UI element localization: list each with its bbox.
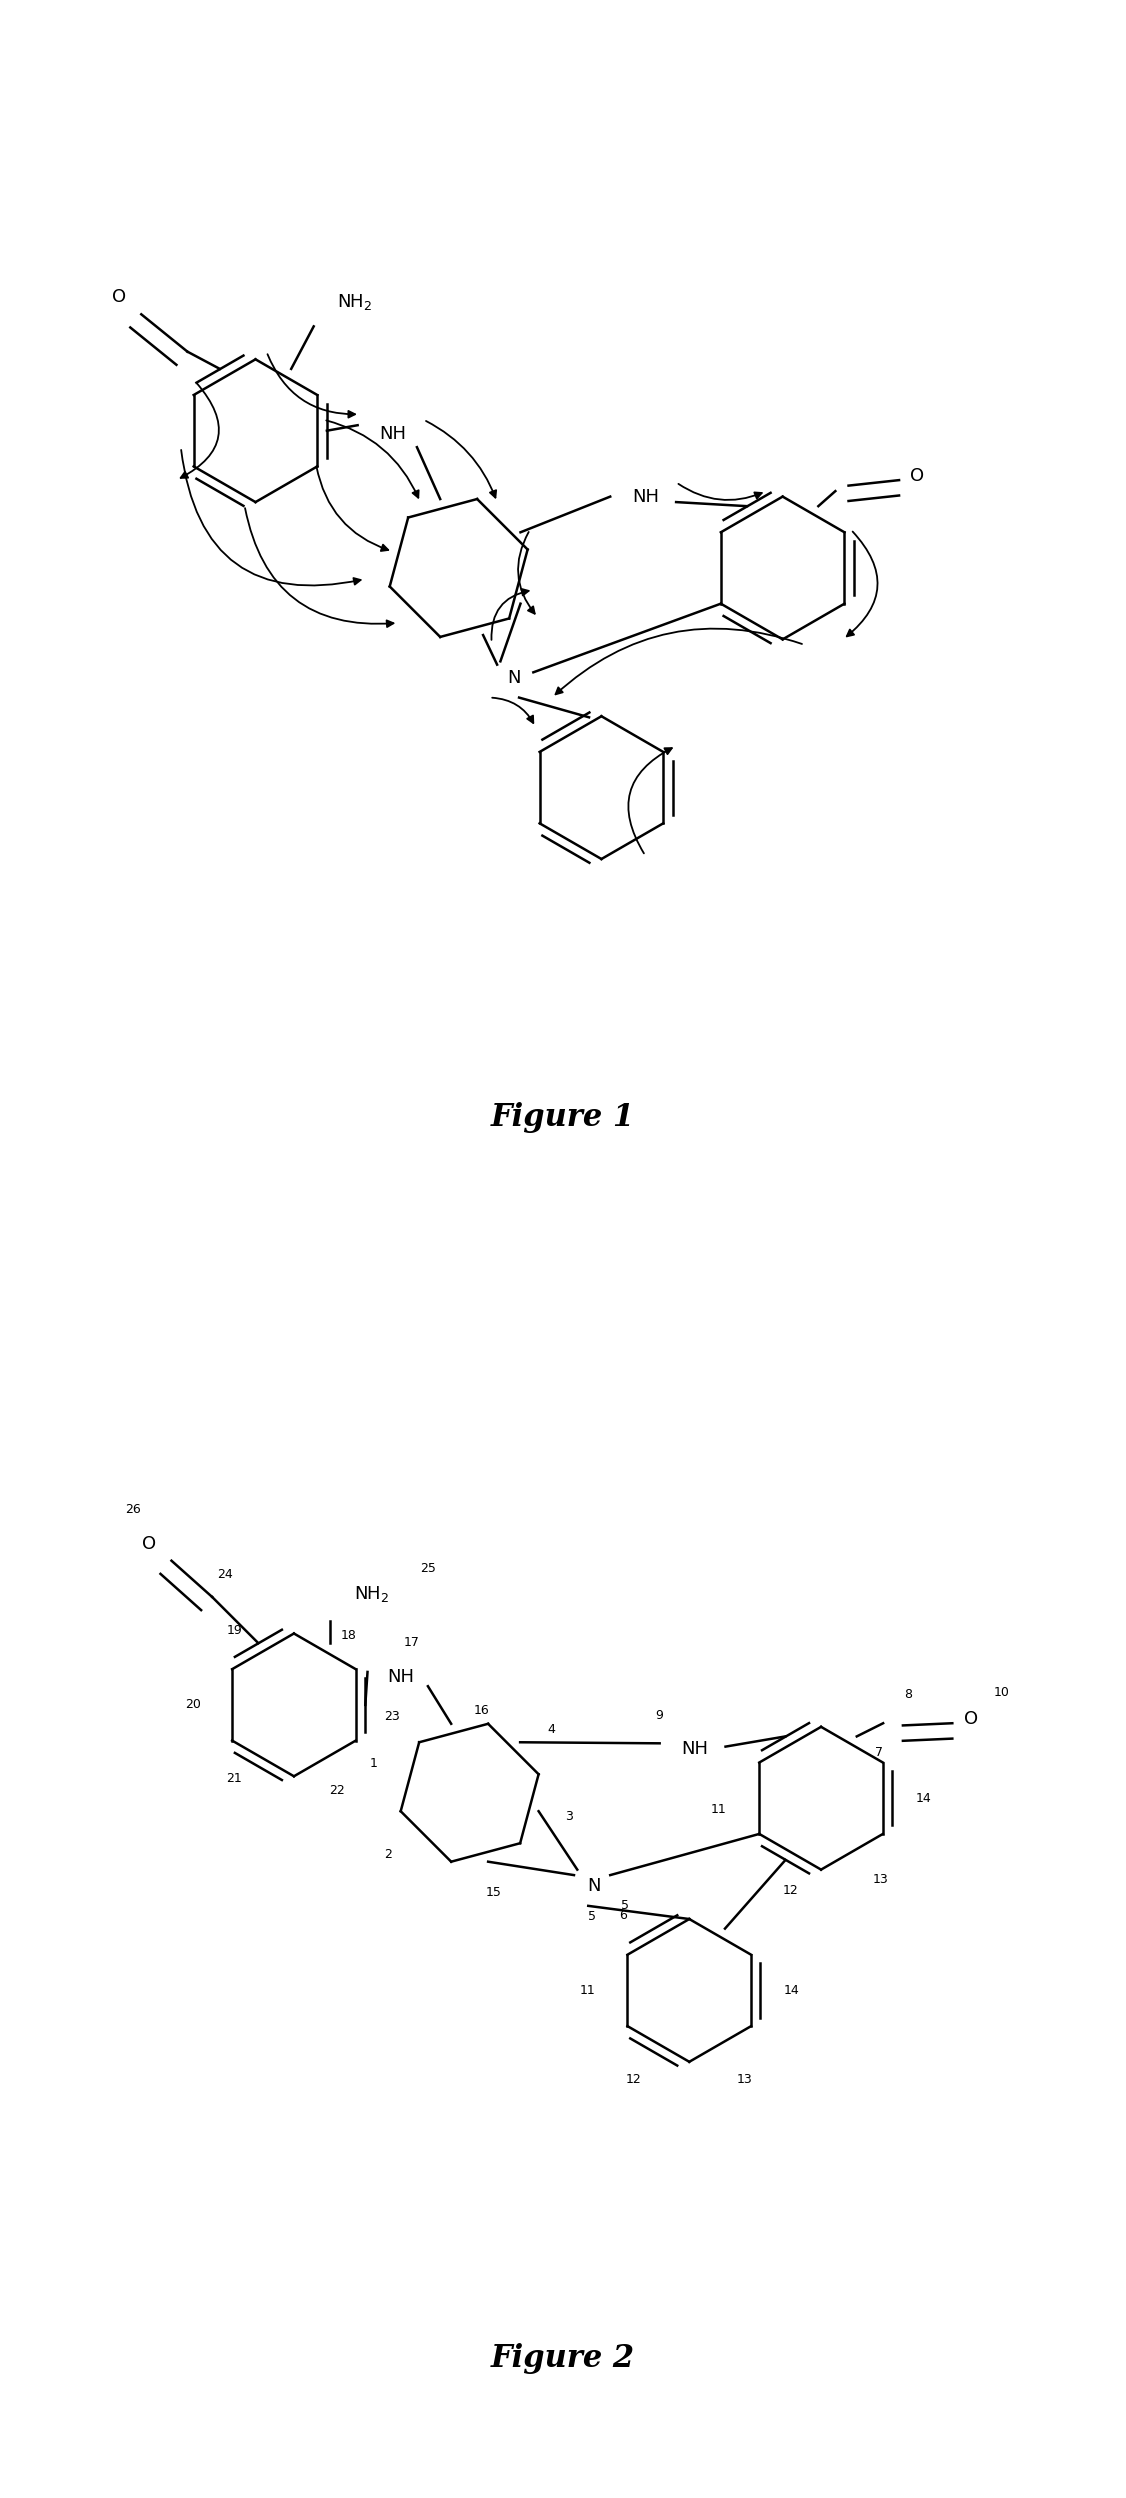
- Text: Figure 1: Figure 1: [491, 1102, 635, 1132]
- Text: 23: 23: [384, 1711, 400, 1724]
- Text: O: O: [910, 467, 923, 485]
- Text: O: O: [143, 1536, 157, 1554]
- Text: NH: NH: [379, 425, 406, 442]
- Text: 12: 12: [626, 2073, 642, 2086]
- Text: 26: 26: [125, 1504, 141, 1516]
- Text: N: N: [587, 1876, 600, 1896]
- Text: Figure 2: Figure 2: [491, 2343, 635, 2373]
- Text: NH: NH: [387, 1669, 414, 1686]
- Text: 20: 20: [186, 1699, 202, 1711]
- Text: 4: 4: [547, 1724, 555, 1736]
- Text: NH: NH: [681, 1739, 708, 1759]
- Text: 5: 5: [620, 1898, 628, 1913]
- Text: 22: 22: [329, 1784, 345, 1799]
- Text: 7: 7: [875, 1746, 883, 1759]
- Text: 14: 14: [915, 1791, 931, 1804]
- Text: 14: 14: [784, 1983, 799, 1996]
- Text: O: O: [964, 1709, 978, 1729]
- Text: N: N: [507, 669, 520, 687]
- Text: NH$_2$: NH$_2$: [337, 292, 372, 312]
- Text: 18: 18: [341, 1629, 357, 1641]
- Text: 1: 1: [369, 1756, 377, 1769]
- Text: 16: 16: [474, 1704, 490, 1716]
- Text: NH: NH: [632, 487, 659, 505]
- Text: 10: 10: [994, 1686, 1010, 1699]
- Text: 11: 11: [712, 1804, 726, 1816]
- Text: 15: 15: [485, 1886, 501, 1898]
- Text: 25: 25: [420, 1561, 437, 1574]
- Text: 17: 17: [403, 1636, 419, 1649]
- Text: 9: 9: [655, 1709, 663, 1721]
- Text: O: O: [113, 287, 126, 305]
- Text: NH$_2$: NH$_2$: [354, 1584, 388, 1604]
- Text: 5: 5: [588, 1911, 596, 1923]
- Text: 12: 12: [783, 1883, 798, 1898]
- Text: 19: 19: [226, 1624, 242, 1639]
- Text: 6: 6: [619, 1908, 627, 1921]
- Text: 24: 24: [217, 1569, 233, 1581]
- Text: 11: 11: [579, 1983, 595, 1996]
- Text: 13: 13: [873, 1874, 888, 1886]
- Text: 3: 3: [565, 1811, 573, 1824]
- Text: 13: 13: [736, 2073, 752, 2086]
- Text: 21: 21: [226, 1771, 242, 1786]
- Text: 2: 2: [384, 1849, 392, 1861]
- Text: 8: 8: [904, 1689, 912, 1701]
